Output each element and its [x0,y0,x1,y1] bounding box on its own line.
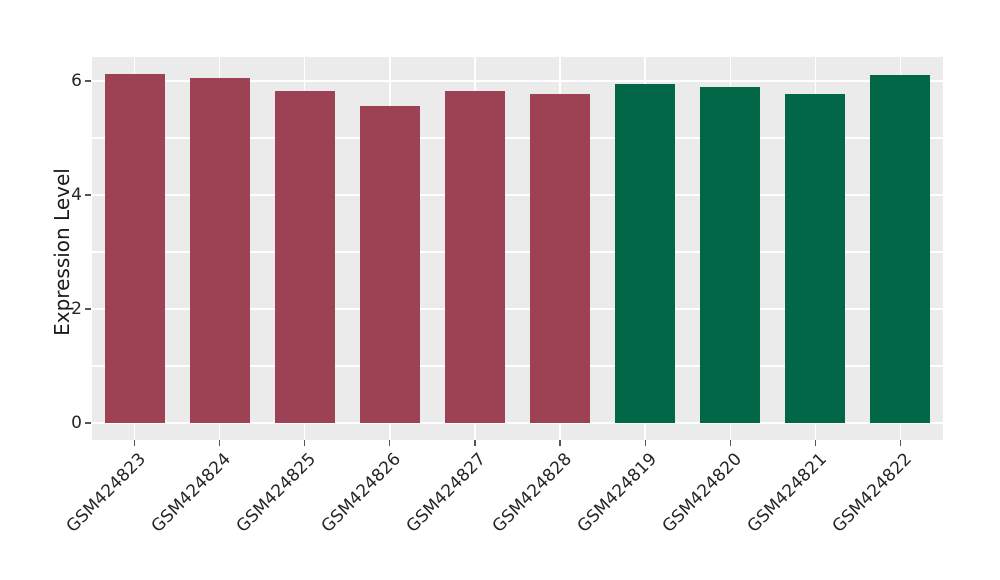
x-tick-mark [133,440,136,446]
y-tick-mark [85,80,91,82]
x-tick-label: GSM424823 [62,449,150,537]
x-tick-mark [899,440,902,446]
bar-GSM424825 [274,90,335,423]
bar-GSM424828 [530,93,591,423]
bar-GSM424824 [189,77,250,423]
bar-GSM424823 [104,73,165,423]
x-tick-label: GSM424822 [828,449,916,537]
y-tick-mark [85,422,91,424]
x-tick-mark [304,440,306,446]
x-tick-label: GSM424827 [403,449,491,537]
grid-line-h [92,194,943,196]
x-tick-label: GSM424821 [743,449,831,537]
plot-panel [92,57,943,440]
y-tick-label: 4 [71,185,82,205]
x-tick-mark [729,440,731,446]
bar-GSM424822 [870,74,931,423]
x-tick-label: GSM424819 [573,449,661,537]
y-tick-label: 0 [71,413,82,433]
grid-line-h [92,80,943,82]
grid-line-h [92,308,943,310]
y-tick-label: 6 [71,71,82,91]
x-tick-mark [644,440,646,446]
x-tick-label: GSM424824 [147,449,236,537]
x-tick-label: GSM424826 [317,449,406,537]
grid-line-h [92,251,943,253]
x-tick-mark [814,440,816,446]
grid-line-h [92,422,943,424]
x-tick-mark [219,440,221,446]
x-tick-mark [389,440,391,446]
y-tick-mark [85,308,91,310]
x-tick-mark [474,440,476,446]
x-tick-label: GSM424820 [658,449,746,537]
bar-GSM424820 [700,86,761,423]
x-tick-label: GSM424828 [488,449,576,537]
y-tick-label: 2 [71,299,82,319]
grid-line-h [92,365,943,367]
bar-GSM424821 [785,94,846,423]
y-tick-mark [85,194,91,196]
x-tick-label: GSM424825 [232,449,321,537]
grid-line-h [92,137,943,139]
x-tick-mark [559,440,561,446]
bar-GSM424826 [359,105,420,423]
bar-GSM424819 [615,83,676,423]
bar-GSM424827 [444,90,505,423]
